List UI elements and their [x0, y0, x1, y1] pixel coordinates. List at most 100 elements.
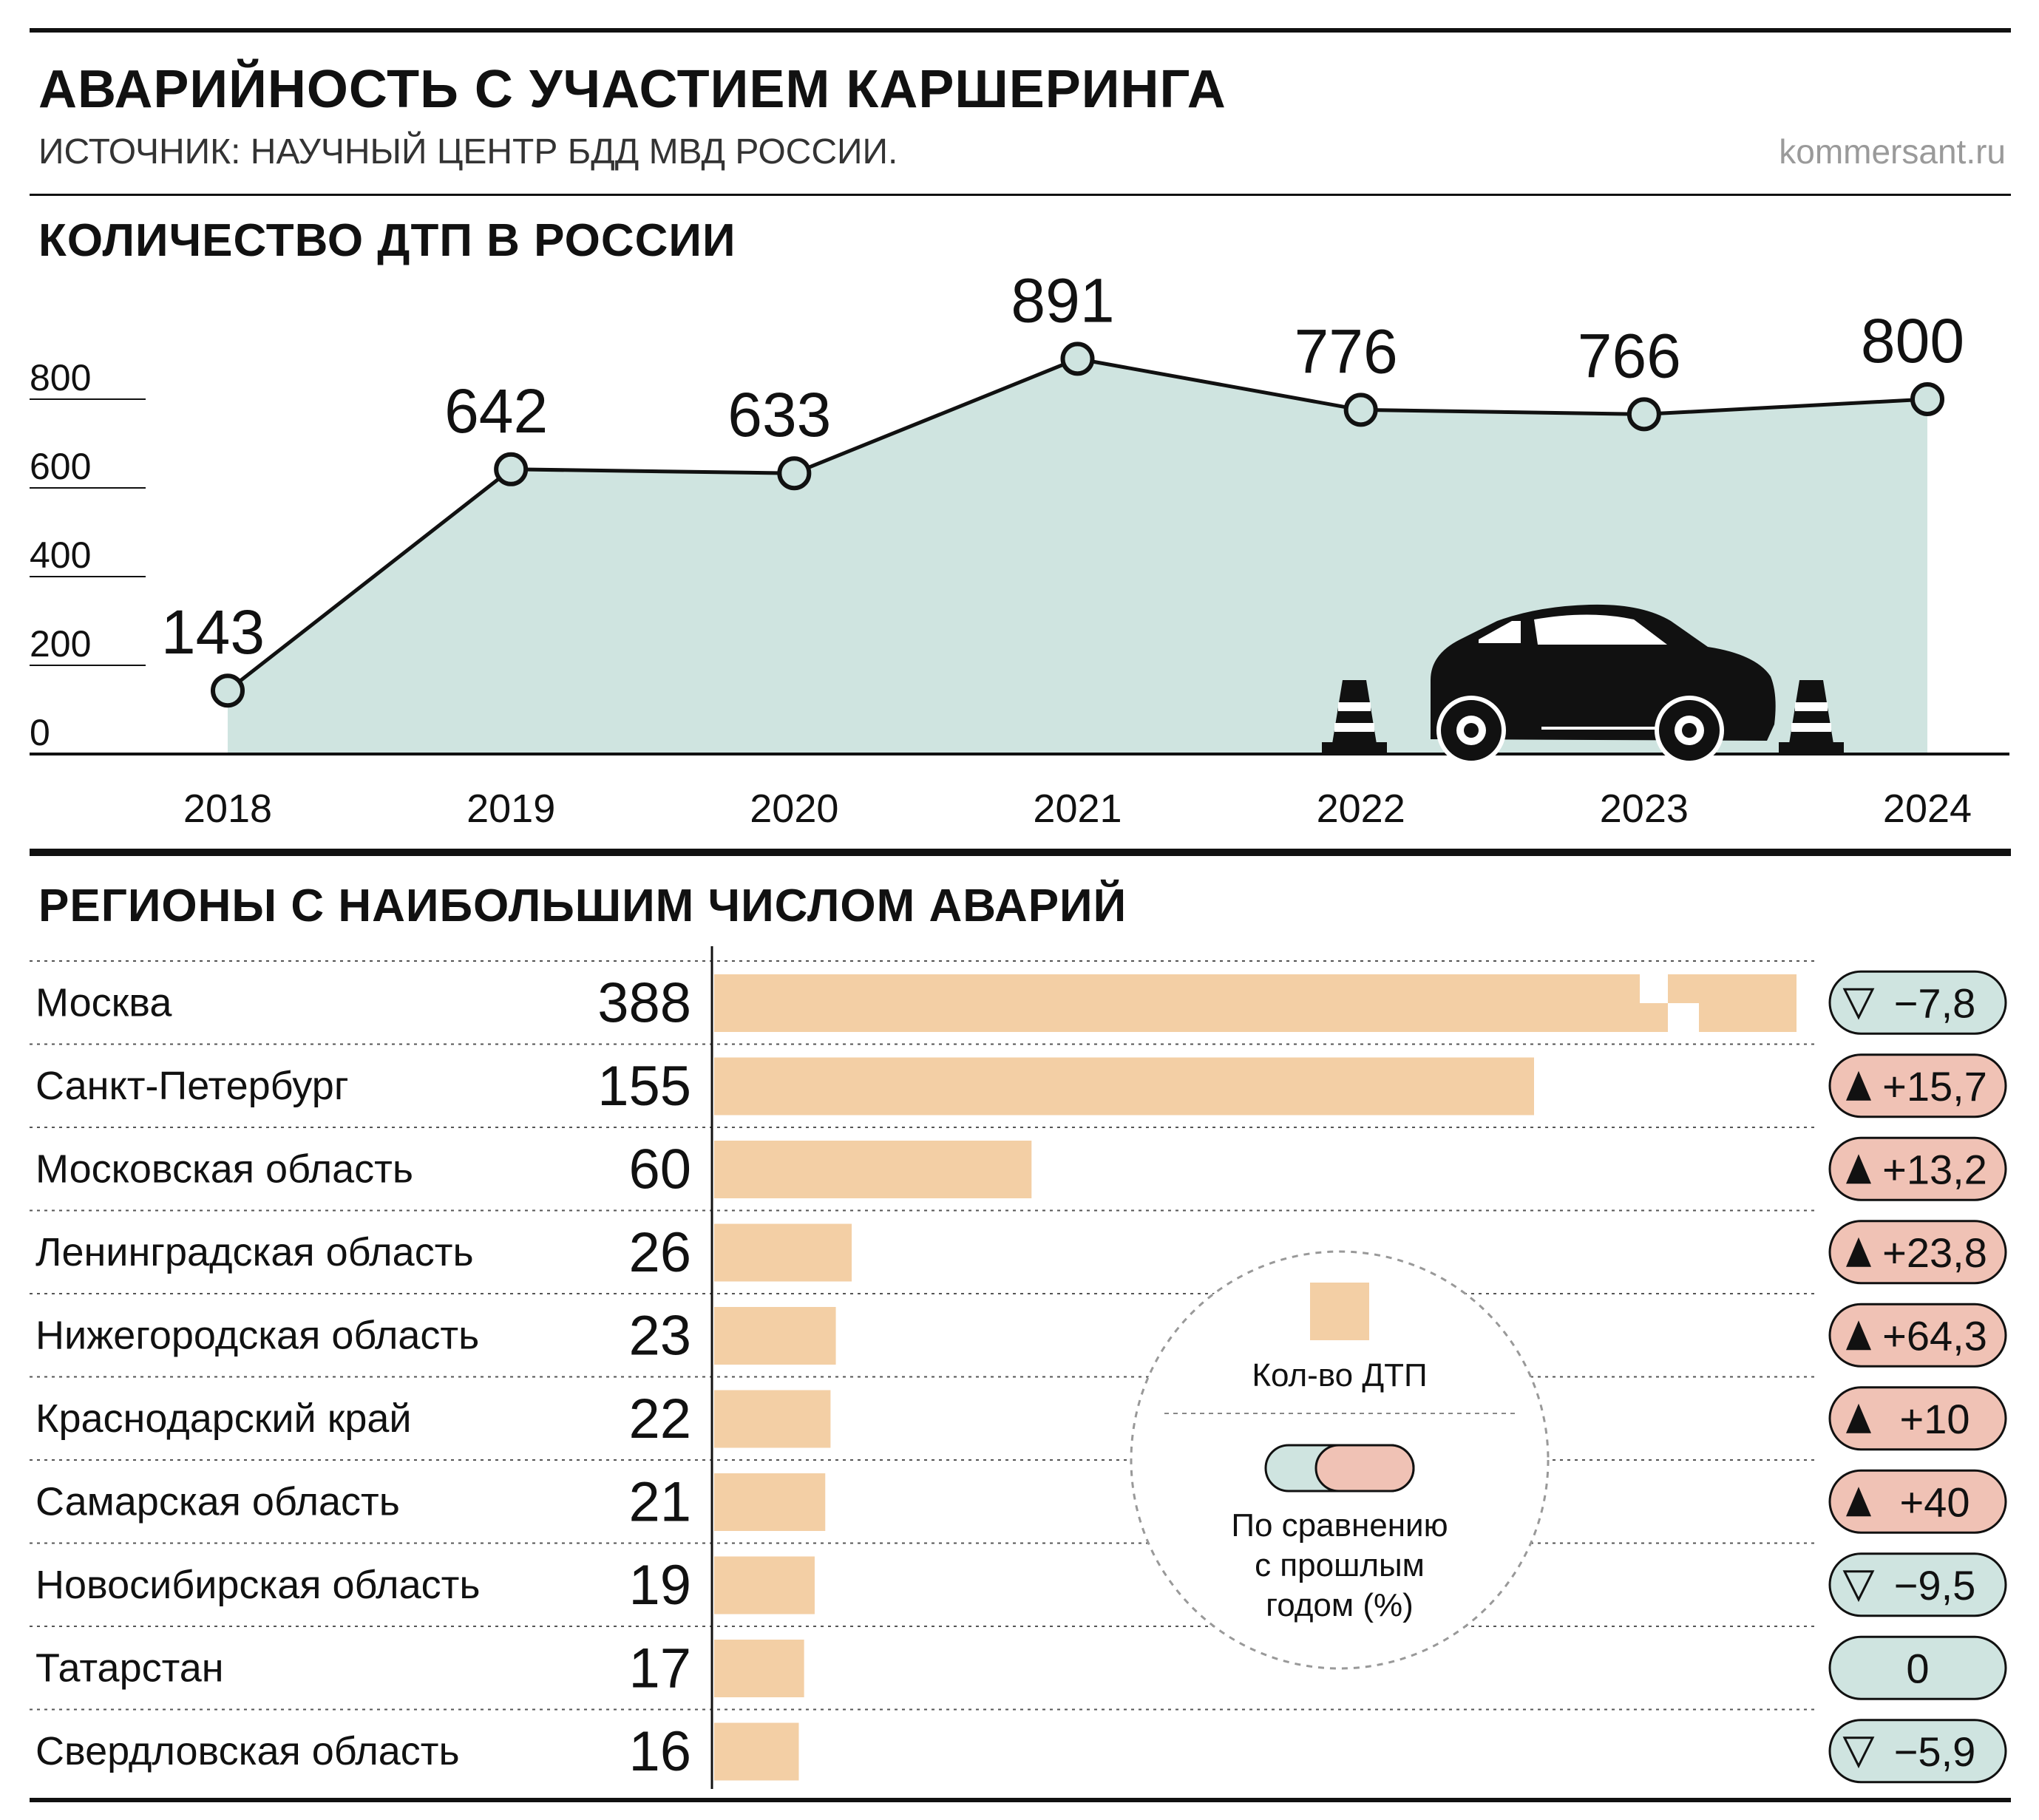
x-tick-label: 2023	[1600, 787, 1689, 831]
top-rule	[30, 28, 2011, 33]
bar	[714, 1640, 804, 1697]
traffic-cone-icon	[1322, 680, 1387, 754]
data-label: 891	[1011, 265, 1114, 335]
data-point	[211, 673, 245, 708]
value-label: 21	[628, 1470, 691, 1533]
data-label: 633	[727, 380, 831, 449]
region-label: Нижегородская область	[35, 1313, 479, 1357]
change-value: +15,7	[1882, 1063, 1987, 1110]
change-badge	[1828, 1136, 2007, 1201]
cone-stripe	[1795, 702, 1828, 711]
region-label: Москва	[35, 980, 172, 1025]
change-value: +64,3	[1882, 1312, 1987, 1359]
bar	[714, 1722, 799, 1781]
y-tick-label: 400	[30, 534, 91, 576]
line-chart: 0 200 400 600 800 143 2018 642 2019 633 2020 891 202…	[30, 265, 2009, 831]
brand-url: kommersant.ru	[1779, 132, 2006, 171]
bar	[714, 1223, 852, 1282]
triangle-down-outline-icon	[1842, 1570, 1875, 1603]
source-note: ИСТОЧНИК: НАУЧНЫЙ ЦЕНТР БДД МВД РОССИИ.	[38, 132, 898, 172]
car-hub-center	[1682, 723, 1697, 738]
data-point	[494, 452, 529, 486]
car-window-rear	[1479, 621, 1521, 643]
legend-bar-swatch	[1310, 1283, 1369, 1340]
bar-chart: Москва 388 −7,8 Санкт-Петербург 155 +15,7 Моск…	[30, 946, 2007, 1789]
change-value: −9,5	[1894, 1562, 1976, 1609]
change-badge	[1828, 1053, 2007, 1118]
region-label: Самарская область	[35, 1479, 400, 1524]
data-point	[1626, 397, 1661, 432]
cone-stripe	[1334, 723, 1374, 732]
legend-change-label: годом (%)	[1266, 1587, 1414, 1623]
x-tick-label: 2022	[1317, 787, 1405, 831]
change-value: −5,9	[1894, 1728, 1976, 1775]
value-label: 19	[628, 1554, 691, 1617]
change-value: +23,8	[1882, 1229, 1987, 1276]
change-badge	[1828, 1220, 2007, 1285]
value-label: 26	[628, 1221, 691, 1284]
data-label: 776	[1295, 316, 1398, 386]
change-value: +40	[1900, 1478, 1970, 1525]
x-tick-label: 2024	[1883, 787, 1972, 831]
data-label: 143	[161, 597, 265, 667]
x-tick-label: 2019	[467, 787, 555, 831]
triangle-up-icon	[1846, 1154, 1871, 1184]
triangle-up-icon	[1846, 1320, 1871, 1351]
value-label: 16	[628, 1720, 691, 1783]
bar-break	[1668, 1003, 1699, 1033]
data-point	[1343, 393, 1378, 427]
change-value: −7,8	[1894, 979, 1976, 1026]
change-badge	[1828, 1469, 2007, 1534]
y-tick-label: 800	[30, 357, 91, 398]
bar	[714, 1390, 831, 1448]
page-title: АВАРИЙНОСТЬ С УЧАСТИЕМ КАРШЕРИНГА	[38, 60, 1227, 119]
legend-bar-label: Кол-во ДТП	[1252, 1357, 1427, 1393]
triangle-up-icon	[1846, 1070, 1871, 1101]
cone-stripe	[1791, 723, 1831, 732]
cone-base	[1779, 742, 1844, 754]
data-label: 766	[1578, 321, 1681, 390]
data-point	[777, 456, 812, 491]
x-tick-label: 2020	[750, 787, 838, 831]
change-value: 0	[1906, 1645, 1929, 1691]
data-point	[1910, 382, 1944, 416]
bar	[714, 1307, 836, 1365]
x-tick-label: 2018	[183, 787, 272, 831]
car-icon	[1431, 604, 1776, 765]
region-label: Московская область	[35, 1147, 413, 1191]
region-label: Санкт-Петербург	[35, 1064, 349, 1108]
line-chart-title: КОЛИЧЕСТВО ДТП В РОССИИ	[38, 215, 736, 266]
header-rule	[30, 194, 2011, 196]
cone-stripe	[1338, 702, 1371, 711]
region-label: Ленинградская область	[35, 1230, 474, 1274]
bottom-rule	[30, 1798, 2011, 1802]
change-badge	[1828, 1552, 2007, 1617]
y-tick-label: 600	[30, 446, 91, 487]
data-point	[1060, 342, 1095, 376]
change-badge	[1828, 970, 2007, 1035]
car-window-front	[1534, 614, 1667, 645]
region-label: Краснодарский край	[35, 1396, 412, 1441]
triangle-down-outline-icon	[1842, 988, 1875, 1020]
data-label: 800	[1861, 306, 1964, 376]
legend-change-label: с прошлым	[1255, 1547, 1425, 1583]
bar	[714, 1473, 826, 1531]
value-label: 155	[597, 1055, 691, 1118]
region-label: Татарстан	[35, 1646, 224, 1690]
value-label: 23	[628, 1304, 691, 1367]
value-label: 17	[628, 1637, 691, 1700]
y-tick-label: 200	[30, 623, 91, 665]
region-label: Новосибирская область	[35, 1563, 480, 1607]
legend-badge-up	[1314, 1444, 1415, 1493]
traffic-cone-icon	[1779, 680, 1844, 754]
x-tick-label: 2021	[1033, 787, 1122, 831]
y-tick-label: 0	[30, 712, 50, 753]
bar	[714, 1556, 815, 1614]
triangle-down-outline-icon	[1842, 1736, 1875, 1769]
region-label: Свердловская область	[35, 1729, 460, 1773]
legend-change-label: По сравнению	[1231, 1507, 1448, 1544]
change-value: +13,2	[1882, 1146, 1987, 1192]
change-badge	[1828, 1719, 2007, 1784]
cone-base	[1322, 742, 1387, 754]
triangle-up-icon	[1846, 1237, 1871, 1267]
